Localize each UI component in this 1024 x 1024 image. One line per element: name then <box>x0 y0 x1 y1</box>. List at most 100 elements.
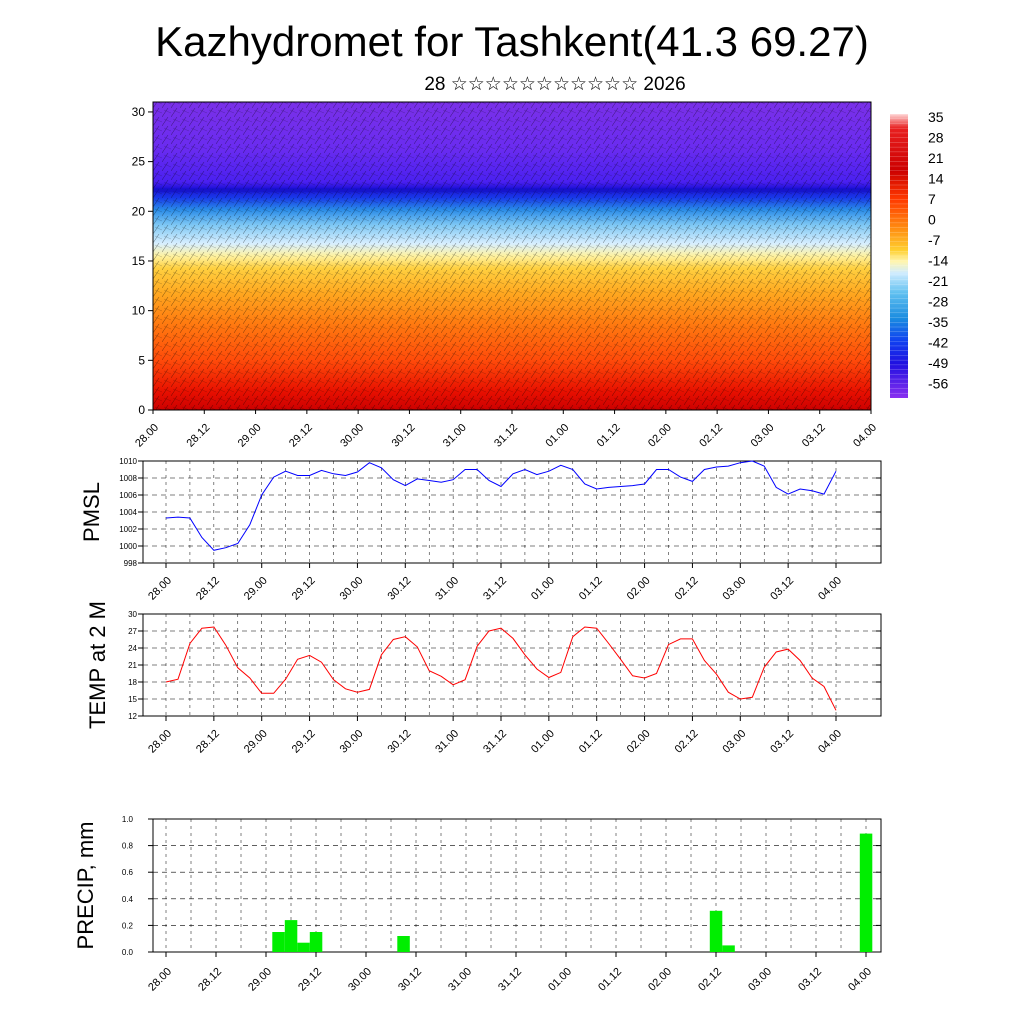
x-tick-label: 30.12 <box>390 422 418 450</box>
colorbar-label: -7 <box>928 232 941 248</box>
precip-bar <box>709 910 723 952</box>
x-tick-label: 01.00 <box>529 728 557 756</box>
x-tick-label: 30.12 <box>385 575 413 603</box>
x-tick-label: 02.00 <box>646 422 674 450</box>
x-tick-label: 03.12 <box>768 728 796 756</box>
y-axis-label: TEMP at 2 M <box>85 601 110 729</box>
y-tick-label: 0.4 <box>122 895 134 904</box>
x-tick-label: 03.00 <box>746 966 774 994</box>
x-tick-label: 04.00 <box>816 728 844 756</box>
series-line <box>165 460 837 551</box>
colorbar-label: 7 <box>928 191 936 207</box>
colorbar-label: 21 <box>928 150 944 166</box>
x-tick-label: 29.12 <box>296 966 324 994</box>
x-tick-label: 02.12 <box>697 422 725 450</box>
x-tick-label: 28.00 <box>146 966 174 994</box>
y-tick-label: 5 <box>138 353 145 367</box>
y-tick-label: 1004 <box>119 508 137 517</box>
x-tick-label: 28.12 <box>184 422 212 450</box>
x-tick-label: 01.00 <box>546 966 574 994</box>
y-tick-label: 25 <box>132 155 146 169</box>
x-tick-label: 30.00 <box>338 575 366 603</box>
x-tick-label: 28.12 <box>194 728 222 756</box>
x-tick-label: 30.12 <box>385 728 413 756</box>
x-tick-label: 03.00 <box>720 575 748 603</box>
y-tick-label: 1.0 <box>122 815 134 824</box>
colorbar-label: -56 <box>928 376 948 392</box>
x-tick-label: 28.12 <box>196 966 224 994</box>
precip-bar <box>272 932 285 952</box>
y-tick-label: 30 <box>132 105 146 119</box>
y-tick-label: 1008 <box>119 474 137 483</box>
x-tick-label: 01.00 <box>543 422 571 450</box>
x-tick-label: 01.12 <box>577 728 605 756</box>
x-tick-label: 28.00 <box>146 575 174 603</box>
y-tick-label: 24 <box>128 644 137 653</box>
x-tick-label: 31.00 <box>446 966 474 994</box>
x-tick-label: 03.12 <box>768 575 796 603</box>
colorbar-label: 0 <box>928 212 936 228</box>
y-tick-label: 1006 <box>119 491 137 500</box>
x-tick-label: 01.12 <box>577 575 605 603</box>
x-tick-label: 29.12 <box>287 422 315 450</box>
y-tick-label: 0.2 <box>122 921 134 930</box>
x-tick-label: 29.00 <box>242 575 270 603</box>
y-tick-label: 998 <box>124 559 138 568</box>
pmsl-panel: 998 1000 1002 1004 1006 1008 1010 28.00 28.12 29.… <box>79 457 882 603</box>
x-tick-label: 31.00 <box>441 422 469 450</box>
colorbar-label: 14 <box>928 171 944 187</box>
x-tick-label: 28.00 <box>133 422 161 450</box>
y-tick-label: 0.6 <box>122 868 134 877</box>
x-tick-label: 01.00 <box>529 575 557 603</box>
y-tick-label: 1010 <box>119 457 137 466</box>
series-line <box>165 626 837 711</box>
x-tick-label: 28.12 <box>194 575 222 603</box>
precip-bar <box>309 932 323 952</box>
x-tick-label: 30.00 <box>338 728 366 756</box>
precip-bar <box>297 942 310 952</box>
x-tick-label: 29.00 <box>236 422 264 450</box>
y-tick-label: 1000 <box>119 542 137 551</box>
x-tick-label: 30.00 <box>346 966 374 994</box>
x-tick-label: 03.12 <box>800 422 828 450</box>
x-tick-label: 29.12 <box>290 728 318 756</box>
colorbar-label: -28 <box>928 294 948 310</box>
x-tick-label: 03.00 <box>749 422 777 450</box>
y-tick-label: 15 <box>132 254 146 268</box>
precip-bar <box>284 920 298 952</box>
precip-bar <box>859 833 873 952</box>
x-tick-label: 01.12 <box>596 966 624 994</box>
x-tick-label: 31.12 <box>496 966 524 994</box>
colorbar-label: 35 <box>928 109 944 125</box>
y-tick-label: 15 <box>128 695 137 704</box>
y-tick-label: 0 <box>138 403 145 417</box>
x-tick-label: 29.00 <box>242 728 270 756</box>
y-axis-label: PMSL <box>79 482 104 542</box>
precip-panel: 0.0 0.2 0.4 0.6 0.8 1.0 28.00 28.12 29.00 29.12 30… <box>73 815 882 994</box>
wind-barbs-overlay <box>153 102 871 410</box>
y-tick-label: 1002 <box>119 525 137 534</box>
x-tick-label: 30.00 <box>338 422 366 450</box>
x-tick-label: 31.12 <box>481 728 509 756</box>
y-tick-label: 27 <box>128 627 137 636</box>
x-tick-label: 04.00 <box>846 966 874 994</box>
page-subtitle: 28 ☆☆☆☆☆☆☆☆☆☆☆ 2026 <box>424 74 686 95</box>
y-tick-label: 10 <box>132 304 146 318</box>
y-tick-label: 21 <box>128 661 137 670</box>
y-axis-label: PRECIP, mm <box>73 822 98 950</box>
x-tick-label: 04.00 <box>851 422 879 450</box>
x-tick-label: 03.00 <box>720 728 748 756</box>
x-tick-label: 01.12 <box>595 422 623 450</box>
colorbar-label: -14 <box>928 253 948 269</box>
x-tick-label: 02.00 <box>625 728 653 756</box>
x-tick-label: 28.00 <box>146 728 174 756</box>
x-tick-label: 31.00 <box>433 575 461 603</box>
x-tick-label: 04.00 <box>816 575 844 603</box>
y-tick-label: 12 <box>128 712 137 721</box>
y-tick-label: 0.8 <box>122 842 134 851</box>
x-tick-label: 31.12 <box>492 422 520 450</box>
x-tick-label: 30.12 <box>396 966 424 994</box>
y-tick-label: 30 <box>128 610 137 619</box>
x-tick-label: 02.00 <box>646 966 674 994</box>
